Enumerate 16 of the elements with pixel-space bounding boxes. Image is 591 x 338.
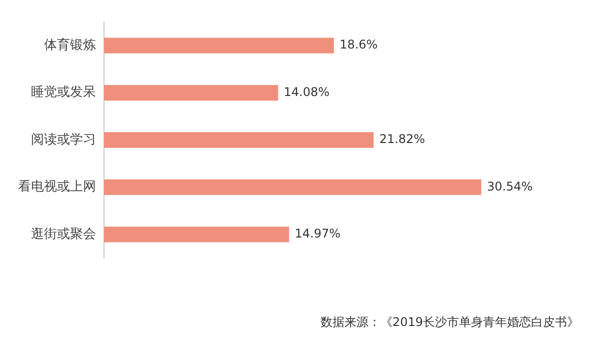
y-tick-label: 体育锻炼 <box>44 36 96 53</box>
data-label: 30.54% <box>486 179 533 194</box>
y-tick-label: 看电视或上网 <box>18 180 96 195</box>
bar <box>104 226 290 242</box>
data-label: 18.6% <box>340 38 378 52</box>
data-label: 14.08% <box>284 84 330 99</box>
data-label: 14.97% <box>294 226 341 241</box>
source-note: 数据来源：《2019长沙市单身青年婚恋白皮书》 <box>320 315 579 329</box>
bar <box>104 38 334 54</box>
y-tick-label: 逛街或聚会 <box>31 226 96 242</box>
bar <box>104 132 374 148</box>
bar <box>104 84 278 101</box>
data-label: 21.82% <box>379 132 426 146</box>
y-tick-label: 睡觉或发呆 <box>31 85 96 100</box>
bar <box>104 179 482 196</box>
y-tick-label: 阅读或学习 <box>31 132 96 148</box>
